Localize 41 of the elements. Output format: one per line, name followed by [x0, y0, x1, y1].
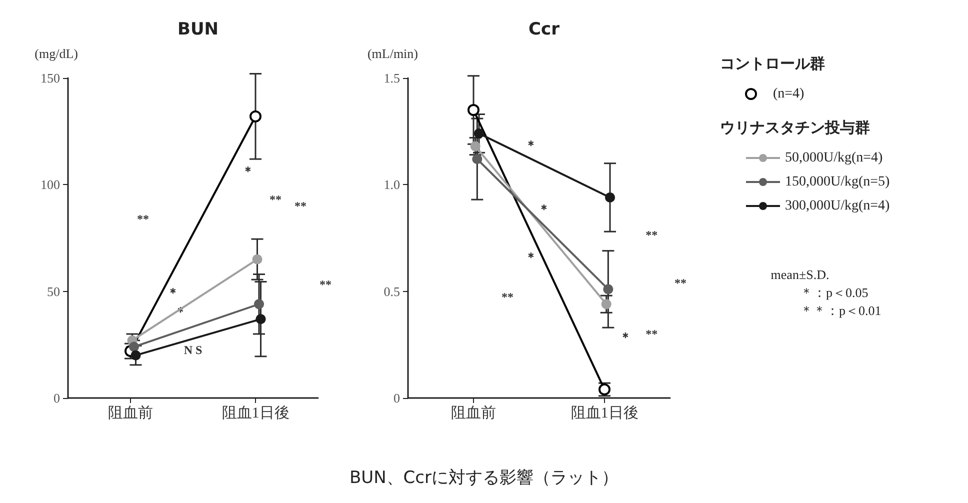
annotation: ＊: [242, 164, 254, 178]
text: **: [320, 277, 332, 292]
x-tick-label: 阻血1日後: [222, 404, 290, 422]
text: BUN、Ccrに対する影響（ラット）: [349, 468, 619, 488]
x-tick-label: 阻血1日後: [570, 404, 638, 422]
legend-label: 50,000U/kg(n=4): [785, 150, 884, 166]
text: mean±S.D.: [770, 267, 830, 282]
annotation: **: [502, 290, 514, 304]
text: ウリナスタチン投与群: [720, 118, 870, 136]
annotation: ＊: [525, 138, 538, 152]
text: ＊：p＜0.05: [800, 285, 868, 300]
y-tick-label: 150: [40, 70, 60, 86]
y-tick-label: 0: [394, 390, 400, 406]
annotation: N S: [184, 343, 202, 357]
y-axis-title: (mg/dL): [34, 46, 78, 61]
legend-label: 300,000U/kg(n=4): [785, 198, 890, 214]
annotation: **: [646, 228, 658, 242]
annotation: ＊: [525, 250, 538, 264]
legend-label: 150,000U/kg(n=5): [785, 174, 890, 190]
chart-title: BUN: [178, 20, 218, 40]
y-tick-label: 0.5: [384, 284, 400, 299]
x-tick-label: 阻血前: [108, 404, 153, 422]
annotation: **: [646, 327, 658, 341]
y-tick-label: 1.5: [384, 70, 400, 86]
y-tick-label: 1.0: [384, 177, 400, 192]
x-tick-label: 阻血前: [451, 404, 496, 422]
annotation: ＊: [167, 285, 179, 300]
annotation: **: [270, 192, 282, 207]
y-tick-label: 50: [47, 284, 60, 299]
annotation: **: [294, 199, 306, 213]
y-tick-label: 100: [40, 177, 60, 192]
legend-label: (n=4): [773, 86, 805, 102]
annotation: ＊: [619, 330, 632, 344]
text: ＊＊：p＜0.01: [800, 303, 882, 318]
y-tick-label: 0: [54, 390, 60, 406]
annotation: ＊: [538, 202, 550, 216]
text: コントロール群: [720, 54, 825, 72]
chart-title: Ccr: [528, 20, 560, 40]
annotation: **: [137, 212, 149, 226]
text: **: [674, 276, 686, 290]
y-axis-title: (mL/min): [367, 46, 418, 61]
